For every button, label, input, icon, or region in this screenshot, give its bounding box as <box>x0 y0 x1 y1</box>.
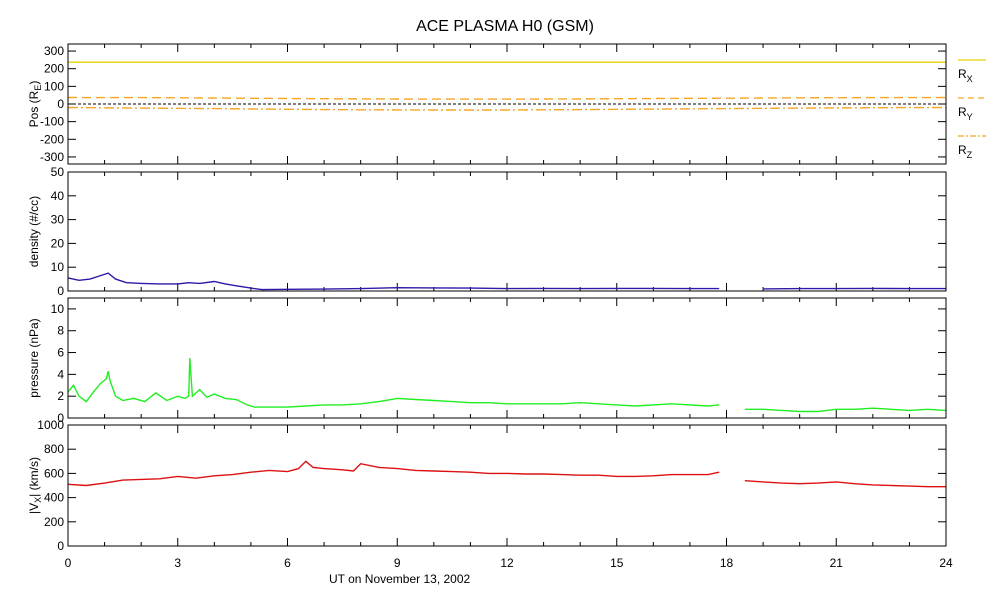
x-tick-label: 24 <box>939 556 953 570</box>
y-tick-label: 40 <box>51 189 65 203</box>
y-tick-label: 30 <box>51 213 65 227</box>
y-tick-label: -100 <box>40 115 64 129</box>
y-tick-label: 50 <box>51 165 65 179</box>
panel-2: 10 8 6 4 2 0 pressure (nPa) <box>27 297 947 425</box>
y-tick-label: 10 <box>51 302 65 316</box>
x-tick-label: 3 <box>174 556 181 570</box>
x-axis-label: UT on November 13, 2002 <box>329 572 471 586</box>
y-tick-label: -300 <box>40 150 64 164</box>
x-tick-label: 21 <box>830 556 844 570</box>
legend-label: RX <box>958 67 973 84</box>
chart-title: ACE PLASMA H0 (GSM) <box>416 18 594 35</box>
panel-frame <box>67 171 947 292</box>
legend-label: RZ <box>958 143 973 160</box>
y-tick-label: 1000 <box>37 418 64 432</box>
x-tick-label: 12 <box>500 556 514 570</box>
y-tick-label: 0 <box>57 411 64 425</box>
y-tick-label: 300 <box>44 44 64 58</box>
y-tick-label: 0 <box>57 97 64 111</box>
y-tick-label: 800 <box>44 442 64 456</box>
y-tick-label: 200 <box>44 62 64 76</box>
y-tick-label: 8 <box>57 324 64 338</box>
x-tick-label: 6 <box>284 556 291 570</box>
panel-frame <box>67 424 947 547</box>
y-tick-label: 200 <box>44 515 64 529</box>
y-axis-label: |VX| (km/s) <box>27 457 43 514</box>
panel-frame <box>67 43 947 165</box>
panel-0: 300 200 100 0 -100 -200 -300 RX RY RZ Pos (RE) <box>27 43 986 165</box>
y-tick-label: 4 <box>57 367 64 381</box>
series-line-2-0 <box>67 357 947 413</box>
y-tick-label: 2 <box>57 389 64 403</box>
y-tick-label: 0 <box>57 539 64 553</box>
x-tick-label: 0 <box>65 556 72 570</box>
y-axis-label: density (#/cc) <box>27 196 41 267</box>
y-tick-label: 400 <box>44 491 64 505</box>
legend-label: RY <box>958 105 973 122</box>
series-line-1-0 <box>67 272 946 291</box>
panel-3: 1000 800 600 400 200 0 |VX| (km/s) <box>27 418 947 553</box>
y-tick-label: -200 <box>40 132 64 146</box>
y-tick-label: 0 <box>57 284 64 298</box>
y-tick-label: 20 <box>51 236 65 250</box>
y-tick-label: 10 <box>51 260 65 274</box>
y-axis-label: Pos (RE) <box>27 81 43 128</box>
series-line-3-0 <box>67 460 946 488</box>
panel-1: 50 40 30 20 10 0 density (#/cc) <box>27 165 947 298</box>
panel-frame <box>67 297 947 419</box>
y-tick-label: 6 <box>57 346 64 360</box>
series-line-0-1 <box>67 96 947 100</box>
x-tick-label: 9 <box>394 556 401 570</box>
x-tick-label: 18 <box>720 556 734 570</box>
y-tick-label: 100 <box>44 79 64 93</box>
x-tick-label: 15 <box>610 556 624 570</box>
y-axis-label: pressure (nPa) <box>27 318 41 397</box>
series-line-0-2 <box>67 106 947 111</box>
y-tick-label: 600 <box>44 466 64 480</box>
